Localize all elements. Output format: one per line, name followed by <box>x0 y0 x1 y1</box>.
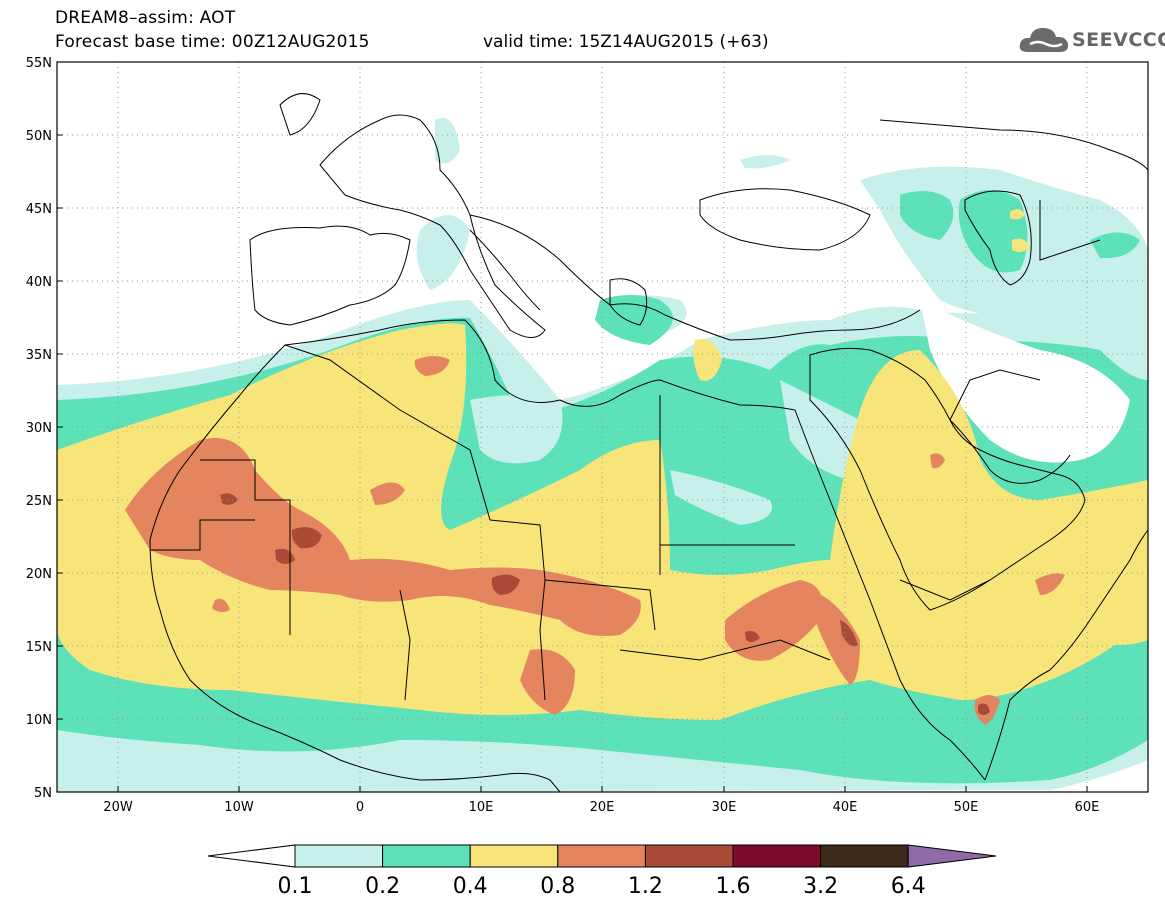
forecast-base-time: Forecast base time: 00Z12AUG2015 <box>55 32 370 52</box>
lon-tick-label: 20E <box>590 800 615 815</box>
lat-tick-label: 40N <box>26 275 52 290</box>
lon-tick-label: 50E <box>954 800 979 815</box>
lat-tick-label: 15N <box>26 640 52 655</box>
lat-tick-label: 45N <box>26 202 52 217</box>
lat-tick-label: 20N <box>26 567 52 582</box>
lon-tick-label: 10E <box>469 800 494 815</box>
map-title: DREAM8–assim: AOT <box>55 8 236 28</box>
lat-tick-label: 55N <box>26 56 52 71</box>
logo-text: SEEVCCC <box>1072 29 1165 51</box>
lat-tick-label: 25N <box>26 494 52 509</box>
lon-tick-label: 0 <box>356 800 364 815</box>
lon-tick-label: 30E <box>712 800 737 815</box>
lon-tick-label: 20W <box>103 800 133 815</box>
lon-tick-label: 60E <box>1075 800 1100 815</box>
valid-time: valid time: 15Z14AUG2015 (+63) <box>483 32 769 52</box>
cloud-icon <box>1019 28 1069 52</box>
seevccc-logo: SEEVCCC <box>1018 22 1165 58</box>
lon-tick-label: 10W <box>224 800 254 815</box>
lat-tick-label: 50N <box>26 129 52 144</box>
lat-tick-label: 5N <box>34 786 52 801</box>
lat-tick-label: 35N <box>26 348 52 363</box>
lon-tick-label: 40E <box>833 800 858 815</box>
lat-tick-label: 30N <box>26 421 52 436</box>
lat-tick-label: 10N <box>26 713 52 728</box>
